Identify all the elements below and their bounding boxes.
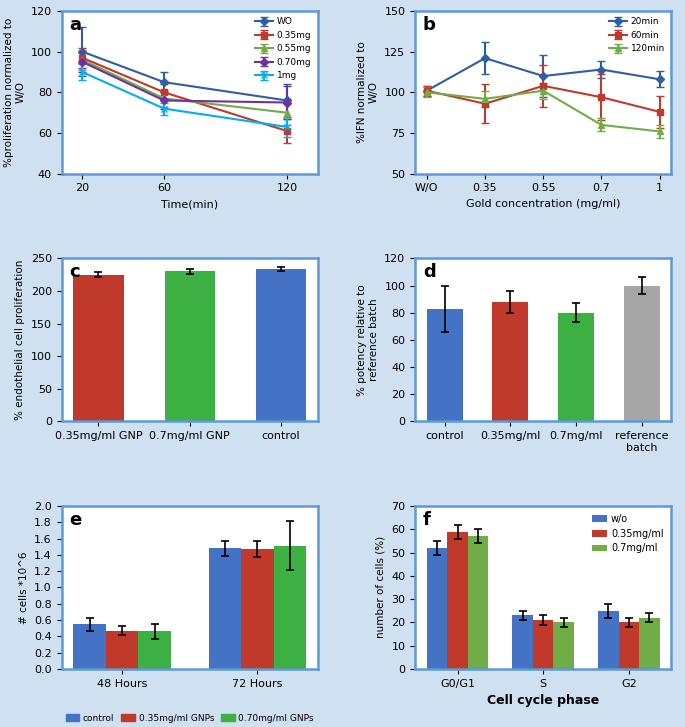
Bar	[73, 624, 105, 669]
Legend: 20min, 60min, 120min: 20min, 60min, 120min	[608, 15, 667, 55]
X-axis label: Time(min): Time(min)	[161, 199, 219, 209]
Y-axis label: % endothelial cell proliferation: % endothelial cell proliferation	[15, 260, 25, 420]
Bar	[512, 615, 533, 669]
Bar	[105, 630, 138, 669]
Y-axis label: # cells *10^6: # cells *10^6	[18, 551, 29, 624]
Bar	[558, 313, 594, 422]
Text: f: f	[423, 511, 431, 529]
Bar	[427, 548, 447, 669]
Y-axis label: %IFN normalized to
W/O: %IFN normalized to W/O	[357, 41, 379, 143]
Bar	[553, 622, 574, 669]
Bar	[598, 611, 619, 669]
Bar	[274, 546, 306, 669]
Bar	[256, 269, 306, 422]
Text: d: d	[423, 263, 436, 281]
Bar	[164, 271, 215, 422]
X-axis label: Cell cycle phase: Cell cycle phase	[487, 694, 599, 707]
Legend: w/o, 0.35mg/ml, 0.7mg/ml: w/o, 0.35mg/ml, 0.7mg/ml	[590, 511, 667, 556]
X-axis label: Gold concentration (mg/ml): Gold concentration (mg/ml)	[466, 199, 621, 209]
Bar	[427, 309, 463, 422]
Bar	[623, 286, 660, 422]
Y-axis label: %proliferation normalized to
W/O: %proliferation normalized to W/O	[3, 17, 25, 167]
Text: b: b	[423, 16, 436, 33]
Bar	[73, 275, 123, 422]
Bar	[533, 620, 553, 669]
Legend: WO, 0.35mg, 0.55mg, 0.70mg, 1mg: WO, 0.35mg, 0.55mg, 0.70mg, 1mg	[253, 15, 313, 82]
Bar	[138, 631, 171, 669]
Bar	[639, 618, 660, 669]
Bar	[619, 622, 639, 669]
Text: a: a	[69, 16, 82, 33]
Bar	[209, 548, 241, 669]
Bar	[241, 549, 274, 669]
Bar	[493, 302, 528, 422]
Y-axis label: number of cells (%): number of cells (%)	[376, 537, 386, 638]
Y-axis label: % potency relative to
reference batch: % potency relative to reference batch	[357, 284, 379, 395]
Bar	[468, 537, 488, 669]
Text: c: c	[69, 263, 80, 281]
Text: e: e	[69, 511, 82, 529]
Bar	[447, 531, 468, 669]
Legend: control, 0.35mg/ml GNPs, 0.70mg/ml GNPs: control, 0.35mg/ml GNPs, 0.70mg/ml GNPs	[62, 710, 318, 726]
